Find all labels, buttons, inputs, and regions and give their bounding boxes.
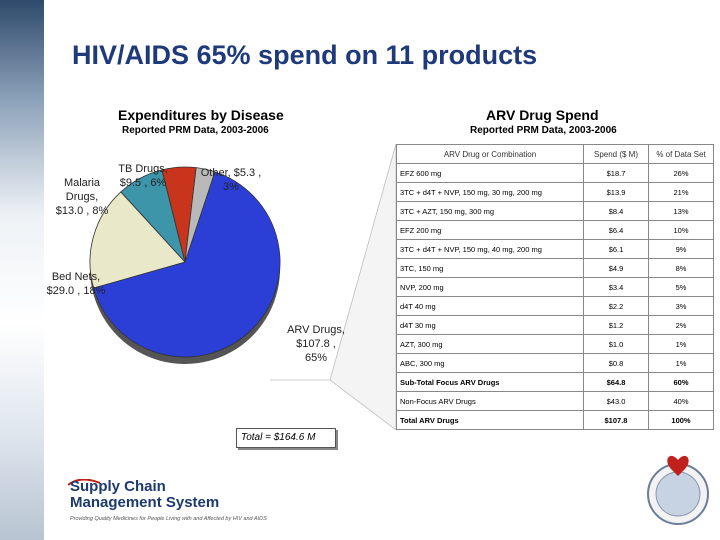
- table-cell-spend: $8.4: [583, 201, 649, 221]
- table-row: ABC, 300 mg $0.8 1%: [396, 353, 714, 373]
- table-cell-percent: 8%: [648, 258, 714, 278]
- table-cell-percent: 100%: [648, 410, 714, 430]
- table-cell-drug: AZT, 300 mg: [396, 334, 584, 354]
- table-row: 3TC, 150 mg $4.9 8%: [396, 258, 714, 278]
- table-cell-spend: $1.2: [583, 315, 649, 335]
- pie-to-table-connector: [270, 143, 397, 431]
- table-cell-drug: 3TC + AZT, 150 mg, 300 mg: [396, 201, 584, 221]
- table-row: 3TC + d4T + NVP, 150 mg, 30 mg, 200 mg $1…: [396, 182, 714, 202]
- table-cell-percent: 1%: [648, 334, 714, 354]
- table-cell-spend: $13.9: [583, 182, 649, 202]
- globe-side-strip: [0, 0, 44, 540]
- table-cell-drug: EFZ 600 mg: [396, 163, 584, 183]
- table-cell-drug: Non-Focus ARV Drugs: [396, 391, 584, 411]
- arv-table-title: ARV Drug Spend: [486, 107, 599, 123]
- logo-line-1: Supply Chain: [70, 478, 166, 495]
- table-cell-spend: $18.7: [583, 163, 649, 183]
- table-cell-drug: Sub-Total Focus ARV Drugs: [396, 372, 584, 392]
- table-cell-percent: 9%: [648, 239, 714, 259]
- table-row: d4T 40 mg $2.2 3%: [396, 296, 714, 316]
- slice-label-arv: ARV Drugs, $107.8 , 65%: [287, 324, 345, 364]
- table-cell-drug: 3TC, 150 mg: [396, 258, 584, 278]
- table-cell-spend: $64.8: [583, 372, 649, 392]
- table-row: EFZ 200 mg $6.4 10%: [396, 220, 714, 240]
- table-cell-percent: 26%: [648, 163, 714, 183]
- logo-swoosh-icon: [68, 479, 100, 486]
- column-header-drug: ARV Drug or Combination: [396, 144, 584, 164]
- arv-spend-table: ARV Drug or Combination Spend ($ M) % of…: [396, 144, 714, 430]
- table-cell-drug: NVP, 200 mg: [396, 277, 584, 297]
- table-cell-drug: EFZ 200 mg: [396, 220, 584, 240]
- slice-label-malaria: Malaria Drugs, $13.0 , 8%: [55, 177, 109, 217]
- pie-total-label: Total = $164.6 M: [236, 428, 336, 448]
- table-cell-drug: d4T 30 mg: [396, 315, 584, 335]
- column-header-percent: % of Data Set: [648, 144, 714, 164]
- table-row: AZT, 300 mg $1.0 1%: [396, 334, 714, 354]
- table-cell-spend: $107.8: [583, 410, 649, 430]
- table-row: d4T 30 mg $1.2 2%: [396, 315, 714, 335]
- column-header-spend: Spend ($ M): [583, 144, 649, 164]
- slice-other: [184, 167, 216, 263]
- table-cell-percent: 40%: [648, 391, 714, 411]
- table-row: Non-Focus ARV Drugs $43.0 40%: [396, 391, 714, 411]
- slice-arv: [93, 171, 281, 358]
- arv-table-subtitle: Reported PRM Data, 2003-2006: [470, 125, 617, 136]
- logo-tagline: Providing Quality Medicines for People L…: [70, 516, 267, 522]
- table-cell-spend: $6.4: [583, 220, 649, 240]
- table-row: 3TC + AZT, 150 mg, 300 mg $8.4 13%: [396, 201, 714, 221]
- table-header-row: ARV Drug or Combination Spend ($ M) % of…: [396, 144, 714, 164]
- table-cell-spend: $4.9: [583, 258, 649, 278]
- table-cell-percent: 13%: [648, 201, 714, 221]
- table-cell-percent: 1%: [648, 353, 714, 373]
- pie-chart-title: Expenditures by Disease: [118, 107, 284, 123]
- slice-label-bed-nets: Bed Nets, $29.0 , 18%: [46, 271, 106, 297]
- table-row: EFZ 600 mg $18.7 26%: [396, 163, 714, 183]
- slide-title: HIV/AIDS 65% spend on 11 products: [72, 40, 538, 70]
- table-row: Sub-Total Focus ARV Drugs $64.8 60%: [396, 372, 714, 392]
- slice-label-other: Other, $5.3 , 3%: [200, 167, 262, 193]
- table-cell-spend: $2.2: [583, 296, 649, 316]
- scms-logo: Supply Chain Management System: [70, 479, 219, 511]
- table-row: 3TC + d4T + NVP, 150 mg, 40 mg, 200 mg $6…: [396, 239, 714, 259]
- table-cell-drug: 3TC + d4T + NVP, 150 mg, 40 mg, 200 mg: [396, 239, 584, 259]
- logo-line-2: Management System: [70, 494, 220, 511]
- table-cell-spend: $3.4: [583, 277, 649, 297]
- pie-chart-subtitle: Reported PRM Data, 2003-2006: [122, 125, 269, 136]
- table-cell-percent: 5%: [648, 277, 714, 297]
- table-cell-spend: $6.1: [583, 239, 649, 259]
- table-cell-spend: $43.0: [583, 391, 649, 411]
- table-cell-percent: 21%: [648, 182, 714, 202]
- table-cell-percent: 60%: [648, 372, 714, 392]
- table-cell-percent: 10%: [648, 220, 714, 240]
- table-cell-drug: 3TC + d4T + NVP, 150 mg, 30 mg, 200 mg: [396, 182, 584, 202]
- arv-table-body: EFZ 600 mg $18.7 26% 3TC + d4T + NVP, 150 m…: [396, 163, 714, 430]
- table-cell-drug: Total ARV Drugs: [396, 410, 584, 430]
- table-cell-drug: ABC, 300 mg: [396, 353, 584, 373]
- pepfar-seal-icon: [647, 455, 709, 525]
- table-cell-spend: $0.8: [583, 353, 649, 373]
- table-row: Total ARV Drugs $107.8 100%: [396, 410, 714, 430]
- table-cell-percent: 2%: [648, 315, 714, 335]
- slice-bed-nets: [89, 191, 186, 289]
- slice-label-tb: TB Drugs, $9.5 , 6%: [118, 163, 168, 189]
- table-cell-drug: d4T 40 mg: [396, 296, 584, 316]
- table-cell-spend: $1.0: [583, 334, 649, 354]
- table-row: NVP, 200 mg $3.4 5%: [396, 277, 714, 297]
- table-cell-percent: 3%: [648, 296, 714, 316]
